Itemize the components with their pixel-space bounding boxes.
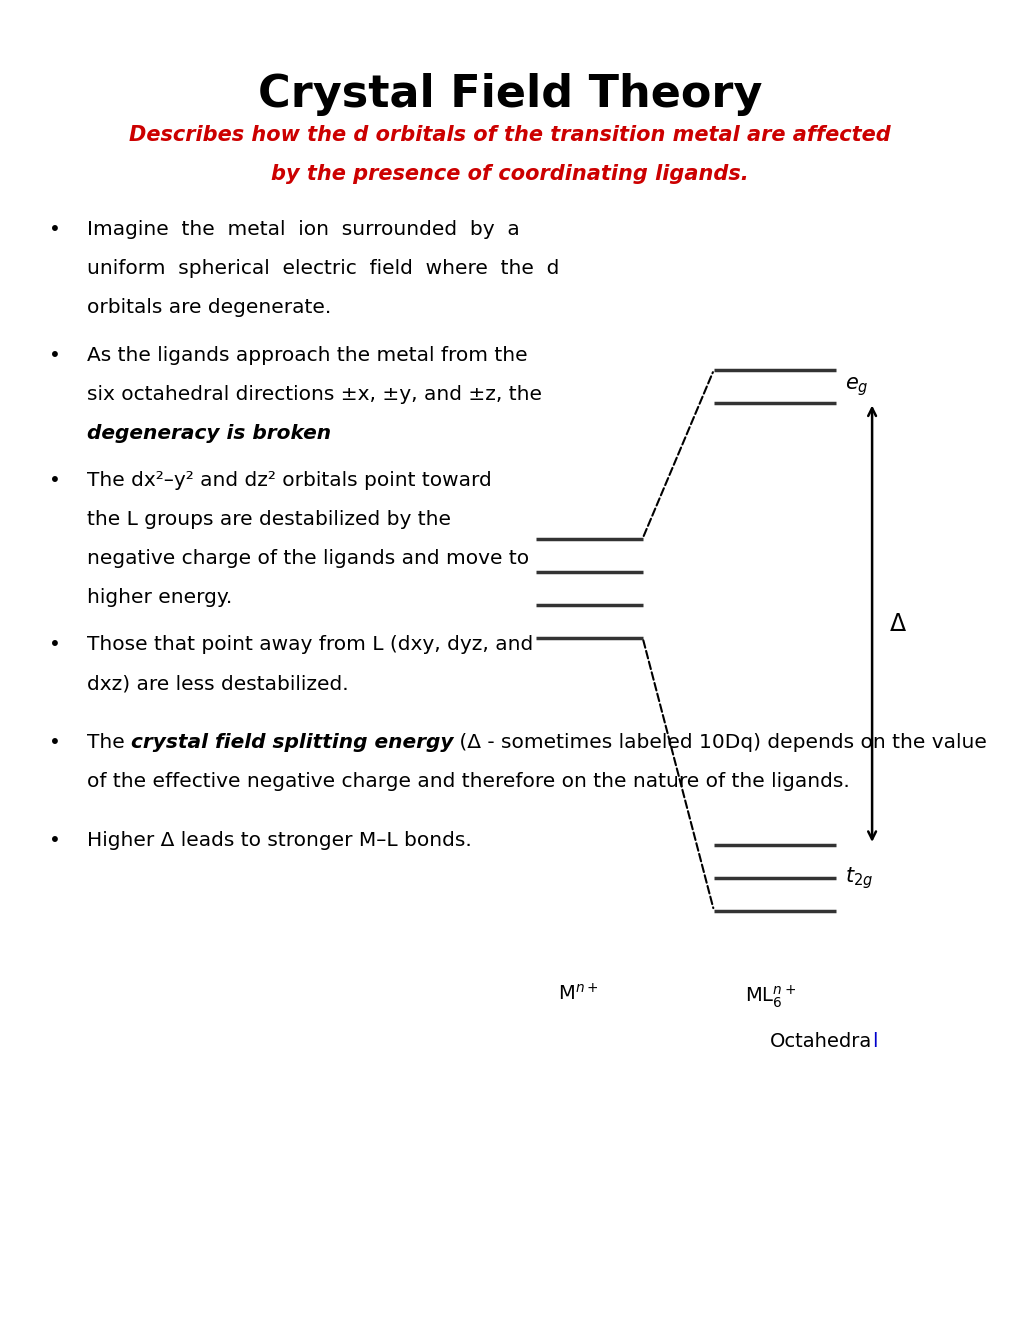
Text: orbitals are degenerate.: orbitals are degenerate.	[87, 298, 330, 317]
Text: Δ: Δ	[889, 612, 905, 636]
Text: uniform  spherical  electric  field  where  the  d: uniform spherical electric field where t…	[87, 260, 558, 279]
Text: higher energy.: higher energy.	[87, 587, 231, 607]
Text: •: •	[49, 733, 61, 752]
Text: •: •	[49, 832, 61, 850]
Text: The: The	[87, 733, 130, 752]
Text: •: •	[49, 471, 61, 490]
Text: •: •	[49, 220, 61, 239]
Text: l: l	[871, 1032, 877, 1051]
Text: Describes how the d orbitals of the transition metal are affected: Describes how the d orbitals of the tran…	[129, 125, 890, 145]
Text: $t_{2g}$: $t_{2g}$	[844, 865, 872, 891]
Text: Imagine  the  metal  ion  surrounded  by  a: Imagine the metal ion surrounded by a	[87, 220, 519, 239]
Text: six octahedral directions ±x, ±y, and ±z, the: six octahedral directions ±x, ±y, and ±z…	[87, 384, 541, 404]
Text: crystal field splitting energy: crystal field splitting energy	[130, 733, 452, 752]
Text: Octahedra: Octahedra	[769, 1032, 871, 1051]
Text: M$^{n+}$: M$^{n+}$	[557, 983, 598, 1005]
Text: •: •	[49, 635, 61, 655]
Text: dxz) are less destabilized.: dxz) are less destabilized.	[87, 675, 347, 693]
Text: (Δ - sometimes labeled 10Dq) depends on the value: (Δ - sometimes labeled 10Dq) depends on …	[452, 733, 986, 752]
Text: Higher Δ leads to stronger M–L bonds.: Higher Δ leads to stronger M–L bonds.	[87, 832, 471, 850]
Text: degeneracy is broken: degeneracy is broken	[87, 424, 330, 442]
Text: the L groups are destabilized by the: the L groups are destabilized by the	[87, 510, 450, 529]
Text: negative charge of the ligands and move to: negative charge of the ligands and move …	[87, 549, 528, 568]
Text: As the ligands approach the metal from the: As the ligands approach the metal from t…	[87, 346, 527, 364]
Text: Those that point away from L (dxy, dyz, and: Those that point away from L (dxy, dyz, …	[87, 635, 533, 655]
Text: The dx²–y² and dz² orbitals point toward: The dx²–y² and dz² orbitals point toward	[87, 471, 491, 490]
Text: of the effective negative charge and therefore on the nature of the ligands.: of the effective negative charge and the…	[87, 772, 849, 791]
Text: Crystal Field Theory: Crystal Field Theory	[258, 73, 761, 116]
Text: $e_g$: $e_g$	[844, 375, 867, 399]
Text: by the presence of coordinating ligands.: by the presence of coordinating ligands.	[271, 164, 748, 183]
Text: ML$_6^{n+}$: ML$_6^{n+}$	[744, 983, 795, 1010]
Text: •: •	[49, 346, 61, 364]
